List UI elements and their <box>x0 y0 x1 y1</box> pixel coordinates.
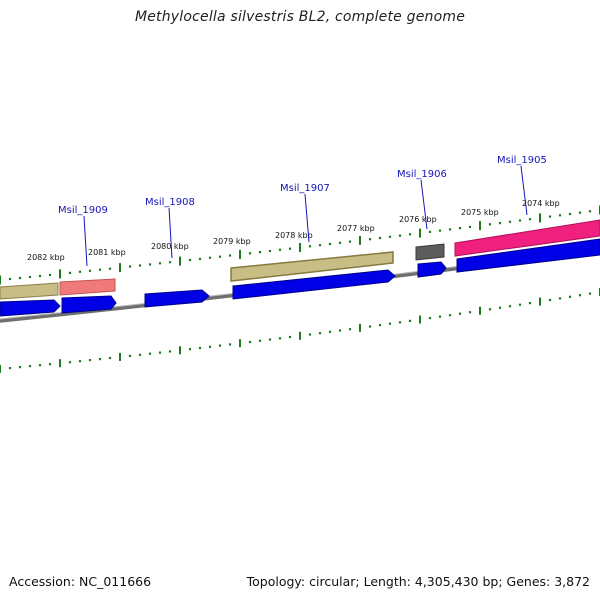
gene-label: Msil_1909 <box>58 205 108 216</box>
map-title: Methylocella silvestris BL2, complete ge… <box>134 9 466 25</box>
leader-line <box>168 207 173 259</box>
accession-text: Accession: NC_011666 <box>9 574 152 589</box>
kbp-labels: 2082 kbp 2081 kbp 2080 kbp 2079 kbp 2078… <box>27 199 560 262</box>
feature-salmon <box>59 278 116 296</box>
kbp-label: 2076 kbp <box>399 215 437 224</box>
kbp-label: 2079 kbp <box>213 237 251 246</box>
kbp-label: 2078 kbp <box>275 231 313 240</box>
cds-track <box>0 238 600 317</box>
feature-khaki-msil-1907 <box>230 251 394 282</box>
gene-label: Msil_1907 <box>280 183 330 194</box>
leader-line <box>520 165 528 216</box>
kbp-label: 2082 kbp <box>27 253 65 262</box>
leader-line <box>83 215 88 267</box>
leader-line <box>420 179 428 230</box>
kbp-label: 2075 kbp <box>461 208 499 217</box>
gene-labels: Msil_1909 Msil_1908 Msil_1907 Msil_1906 … <box>58 155 547 216</box>
kbp-label: 2081 kbp <box>88 248 126 257</box>
leader-line <box>304 193 310 243</box>
inner-tick-track <box>0 288 600 373</box>
gene-label: Msil_1908 <box>145 197 195 208</box>
genome-summary-text: Topology: circular; Length: 4,305,430 bp… <box>246 574 590 589</box>
cds-arrow-msil-1909 <box>61 295 117 314</box>
cds-arrow-msil-1908 <box>144 289 210 308</box>
kbp-label: 2080 kbp <box>151 242 189 251</box>
cds-arrow-left-edge <box>0 299 61 317</box>
feature-khaki-left <box>0 282 59 300</box>
feature-magenta-msil-1905 <box>454 219 600 257</box>
feature-gray-msil-1906 <box>415 243 445 261</box>
gene-label: Msil_1906 <box>397 169 447 180</box>
cds-arrow-msil-1907 <box>232 269 396 300</box>
gene-label: Msil_1905 <box>497 155 547 166</box>
kbp-label: 2077 kbp <box>337 224 375 233</box>
outer-tick-track <box>0 205 600 285</box>
kbp-label: 2074 kbp <box>522 199 560 208</box>
cds-arrow-msil-1905 <box>456 238 600 273</box>
cds-arrow-msil-1906 <box>417 261 447 278</box>
feature-track-top <box>0 219 600 300</box>
gene-label-leaders <box>83 165 528 267</box>
